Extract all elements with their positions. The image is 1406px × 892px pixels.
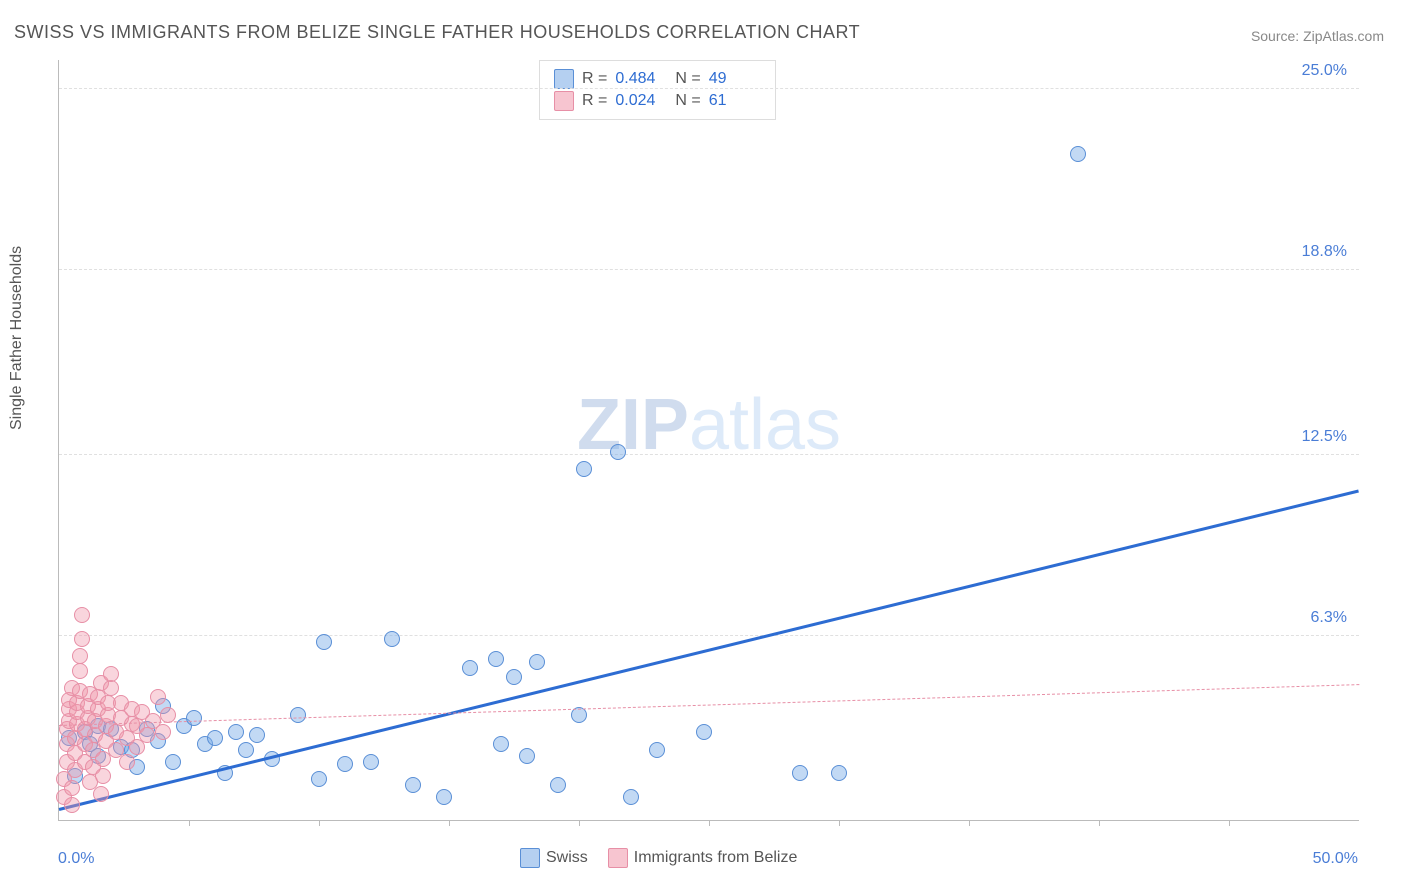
x-tick xyxy=(319,820,320,826)
x-tick xyxy=(969,820,970,826)
scatter-point-swiss xyxy=(623,789,639,805)
scatter-point-belize xyxy=(74,631,90,647)
scatter-point-swiss xyxy=(316,634,332,650)
x-tick xyxy=(189,820,190,826)
scatter-point-belize xyxy=(139,727,155,743)
legend-swatch xyxy=(608,848,628,868)
gridline-h xyxy=(59,269,1359,270)
y-axis-label: Single Father Households xyxy=(8,246,26,430)
scatter-point-belize xyxy=(93,786,109,802)
series-legend: Swiss Immigrants from Belize xyxy=(520,848,797,868)
scatter-point-swiss xyxy=(649,742,665,758)
x-tick xyxy=(1229,820,1230,826)
x-axis-min-label: 0.0% xyxy=(58,850,94,868)
legend-r-label: R = xyxy=(582,70,607,88)
x-tick xyxy=(1099,820,1100,826)
legend-swatch xyxy=(520,848,540,868)
x-tick xyxy=(449,820,450,826)
scatter-point-swiss xyxy=(207,730,223,746)
scatter-point-belize xyxy=(150,689,166,705)
legend-item: Immigrants from Belize xyxy=(608,848,798,868)
legend-n-label: N = xyxy=(675,92,700,110)
scatter-point-belize xyxy=(119,754,135,770)
scatter-point-swiss xyxy=(792,765,808,781)
scatter-point-swiss xyxy=(1070,146,1086,162)
legend-row: R = 0.484 N = 49 xyxy=(554,69,761,89)
scatter-point-swiss xyxy=(165,754,181,770)
legend-n-label: N = xyxy=(675,70,700,88)
gridline-h xyxy=(59,454,1359,455)
scatter-point-swiss xyxy=(238,742,254,758)
scatter-point-belize xyxy=(103,666,119,682)
scatter-point-swiss xyxy=(337,756,353,772)
chart-title: SWISS VS IMMIGRANTS FROM BELIZE SINGLE F… xyxy=(14,22,860,43)
legend-swatch xyxy=(554,69,574,89)
scatter-point-swiss xyxy=(506,669,522,685)
scatter-point-belize xyxy=(155,724,171,740)
scatter-point-swiss xyxy=(610,444,626,460)
scatter-point-swiss xyxy=(290,707,306,723)
scatter-point-swiss xyxy=(405,777,421,793)
legend-r-label: R = xyxy=(582,92,607,110)
legend-n-value: 49 xyxy=(709,70,761,88)
scatter-point-belize xyxy=(103,680,119,696)
scatter-point-belize xyxy=(72,663,88,679)
scatter-point-swiss xyxy=(519,748,535,764)
legend-label: Swiss xyxy=(546,849,588,867)
y-tick-label: 12.5% xyxy=(1302,428,1347,446)
scatter-point-belize xyxy=(72,648,88,664)
plot-area: ZIPatlas R =0.484N =49R =0.024N =61 6.3%… xyxy=(58,60,1359,821)
scatter-point-swiss xyxy=(384,631,400,647)
scatter-point-swiss xyxy=(462,660,478,676)
legend-n-value: 61 xyxy=(709,92,761,110)
y-tick-label: 18.8% xyxy=(1302,243,1347,261)
trend-line-belize xyxy=(59,685,1359,727)
scatter-point-swiss xyxy=(363,754,379,770)
scatter-point-belize xyxy=(64,780,80,796)
scatter-point-belize xyxy=(74,607,90,623)
y-tick-label: 6.3% xyxy=(1311,609,1347,627)
legend-label: Immigrants from Belize xyxy=(634,849,798,867)
x-tick xyxy=(579,820,580,826)
x-axis-max-label: 50.0% xyxy=(1313,850,1358,868)
scatter-point-swiss xyxy=(436,789,452,805)
scatter-point-swiss xyxy=(493,736,509,752)
legend-r-value: 0.024 xyxy=(615,92,667,110)
scatter-point-belize xyxy=(95,768,111,784)
trend-line-swiss xyxy=(59,490,1360,812)
legend-r-value: 0.484 xyxy=(615,70,667,88)
scatter-point-swiss xyxy=(529,654,545,670)
gridline-h xyxy=(59,635,1359,636)
legend-swatch xyxy=(554,91,574,111)
x-tick xyxy=(709,820,710,826)
scatter-point-swiss xyxy=(186,710,202,726)
x-tick xyxy=(839,820,840,826)
source-attribution: Source: ZipAtlas.com xyxy=(1251,28,1384,44)
scatter-point-swiss xyxy=(228,724,244,740)
chart-container: SWISS VS IMMIGRANTS FROM BELIZE SINGLE F… xyxy=(0,0,1406,892)
scatter-point-swiss xyxy=(488,651,504,667)
correlation-legend: R = 0.484 N = 49 R = 0.024 N = 61 xyxy=(539,60,776,120)
scatter-point-belize xyxy=(64,797,80,813)
scatter-point-swiss xyxy=(311,771,327,787)
legend-row: R = 0.024 N = 61 xyxy=(554,91,761,111)
scatter-point-swiss xyxy=(550,777,566,793)
gridline-h xyxy=(59,88,1359,89)
scatter-point-swiss xyxy=(576,461,592,477)
legend-item: Swiss xyxy=(520,848,588,868)
scatter-point-swiss xyxy=(831,765,847,781)
y-tick-label: 25.0% xyxy=(1302,62,1347,80)
scatter-point-swiss xyxy=(249,727,265,743)
scatter-point-swiss xyxy=(696,724,712,740)
